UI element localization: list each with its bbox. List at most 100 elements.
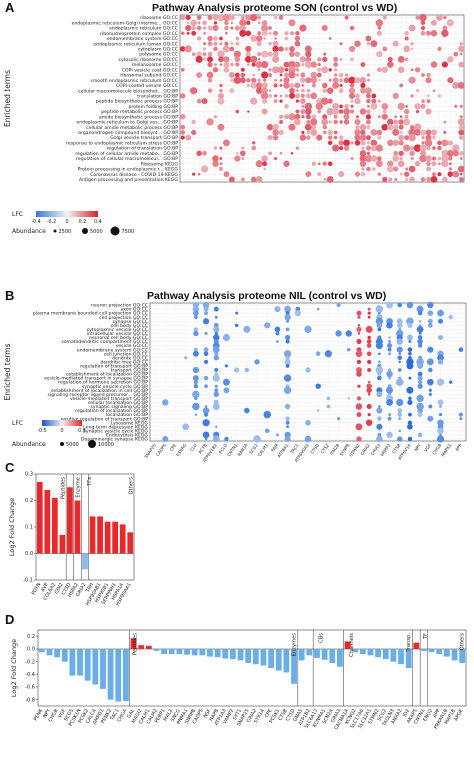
data-dot — [256, 41, 262, 47]
data-dot — [273, 15, 278, 20]
data-dot — [339, 78, 344, 83]
data-dot — [399, 130, 403, 134]
data-dot — [162, 435, 169, 442]
data-dot — [275, 331, 280, 336]
data-dot — [460, 172, 463, 176]
term-label: Dopaminergic synapse KEGG — [81, 437, 148, 443]
data-dot — [375, 19, 384, 27]
legend-a-tick: 0.2 — [79, 219, 87, 225]
legend-a-size-label: 2500 — [59, 229, 72, 235]
term-label: ribonucleoprotein complex GO:CC — [100, 31, 178, 37]
data-dot — [215, 425, 218, 429]
data-dot — [295, 30, 300, 36]
data-dot — [217, 50, 225, 58]
data-dot — [206, 118, 214, 126]
term-label: cytoplasmic vesicle GO:CC — [87, 327, 148, 333]
data-dot — [406, 301, 414, 309]
data-dot — [393, 166, 399, 172]
data-dot — [186, 31, 190, 35]
data-dot — [386, 431, 393, 439]
legend-b-tick: 0 — [60, 428, 63, 434]
data-dot — [332, 102, 340, 110]
data-dot — [356, 436, 362, 442]
data-dot — [241, 15, 245, 20]
panel-letter-c: C — [5, 460, 15, 475]
data-dot — [311, 114, 317, 120]
group-label: Peptides — [61, 477, 67, 499]
data-dot — [405, 105, 408, 108]
data-dot — [304, 123, 312, 131]
data-dot — [228, 72, 235, 79]
category-label: NAPB — [208, 708, 220, 722]
term-label: regulation of translation GO:BP — [107, 146, 179, 152]
data-dot — [344, 73, 349, 77]
data-dot — [321, 118, 329, 126]
data-dot — [212, 14, 219, 21]
data-dot — [300, 98, 306, 104]
bar — [405, 649, 412, 668]
term-label: synaptic signaling GO:BP — [90, 404, 148, 410]
data-dot — [202, 57, 207, 61]
data-dot — [409, 145, 415, 151]
data-dot — [407, 399, 413, 406]
data-dot — [212, 160, 219, 167]
data-dot — [317, 67, 322, 72]
data-dot — [326, 107, 334, 116]
data-dot — [418, 332, 422, 335]
data-dot — [261, 20, 268, 26]
data-dot — [431, 156, 436, 161]
gene-label: CALM1 — [257, 442, 270, 457]
data-dot — [257, 21, 261, 25]
data-dot — [278, 129, 284, 136]
data-dot — [310, 128, 318, 136]
group-label: CBs — [318, 633, 324, 643]
bar — [100, 649, 106, 689]
panel-b-ylabel: Enriched terms — [3, 343, 12, 400]
data-dot — [180, 114, 186, 120]
data-dot — [284, 31, 289, 36]
data-dot — [381, 123, 389, 131]
data-dot — [278, 46, 284, 52]
category-label: APP — [432, 708, 442, 719]
data-dot — [397, 302, 403, 308]
data-dot — [284, 314, 291, 321]
data-dot — [191, 25, 196, 31]
data-dot — [273, 99, 278, 103]
y-tick-label: -0.6 — [25, 685, 35, 691]
data-dot — [203, 306, 209, 312]
data-dot — [387, 416, 392, 421]
data-dot — [289, 51, 295, 57]
legend-a-tick: -0.2 — [47, 219, 56, 225]
data-dot — [279, 73, 283, 77]
term-label: COPI vesicle coat GO:CC — [122, 67, 178, 73]
data-dot — [404, 36, 409, 41]
term-label: Ribosome KEGG — [141, 161, 179, 167]
data-dot — [357, 324, 361, 327]
data-dot — [428, 392, 432, 396]
data-dot — [320, 97, 329, 105]
data-dot — [223, 387, 230, 394]
legend-b-size-label: 10000 — [98, 442, 114, 448]
data-dot — [276, 340, 279, 343]
data-dot — [300, 77, 306, 84]
data-dot — [417, 375, 423, 381]
data-dot — [349, 92, 356, 99]
term-label: Endocytosis KEGG — [106, 433, 148, 439]
data-dot — [279, 94, 283, 98]
data-dot — [376, 50, 383, 58]
gene-label: SNAP25 — [143, 442, 157, 459]
data-dot — [306, 120, 311, 124]
bar — [199, 649, 206, 656]
data-dot — [241, 146, 245, 150]
data-dot — [426, 72, 431, 78]
data-dot — [202, 20, 207, 25]
data-dot — [222, 13, 231, 22]
data-dot — [404, 108, 410, 115]
data-dot — [260, 92, 269, 100]
data-dot — [371, 98, 377, 104]
data-dot — [404, 115, 409, 119]
bar — [367, 649, 374, 656]
data-dot — [274, 37, 277, 40]
data-dot — [386, 399, 393, 406]
data-dot — [192, 366, 200, 374]
